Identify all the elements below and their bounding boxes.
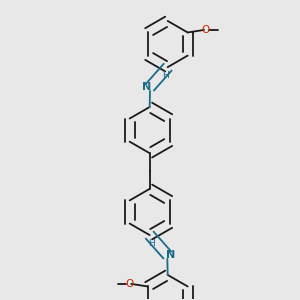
- Text: H: H: [148, 239, 155, 248]
- Text: N: N: [142, 82, 152, 92]
- Text: O: O: [126, 279, 134, 289]
- Text: N: N: [166, 250, 175, 260]
- Text: H: H: [163, 71, 169, 80]
- Text: O: O: [201, 25, 209, 35]
